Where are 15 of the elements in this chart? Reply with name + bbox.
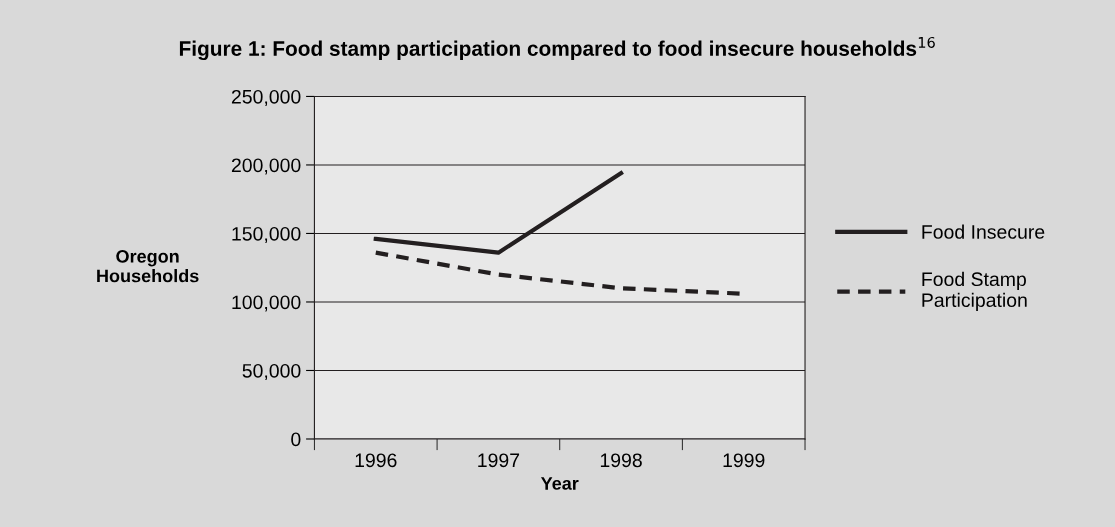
x-axis-title: Year (540, 477, 579, 490)
y-tick-label: 50,000 (242, 363, 301, 381)
y-tick-label: 250,000 (231, 89, 301, 106)
y-tick-label: 0 (291, 432, 301, 447)
legend-label: Food Stamp Participation (922, 271, 1027, 311)
y-axis-title: Oregon Households (97, 249, 199, 283)
y-tick-label: 100,000 (232, 295, 301, 312)
y-tick-label: 150,000 (232, 226, 301, 243)
legend-label: Food Insecure (922, 224, 1045, 239)
x-tick-label: 1998 (600, 453, 642, 468)
x-tick-label: 1996 (355, 453, 397, 468)
x-tick-label: 1999 (723, 453, 765, 468)
chart-title: Figure 1: Food stamp participation compared to food insecure households$^{16}$ (179, 36, 935, 61)
x-tick-label: 1997 (478, 453, 520, 468)
y-tick-label: 200,000 (231, 158, 301, 175)
